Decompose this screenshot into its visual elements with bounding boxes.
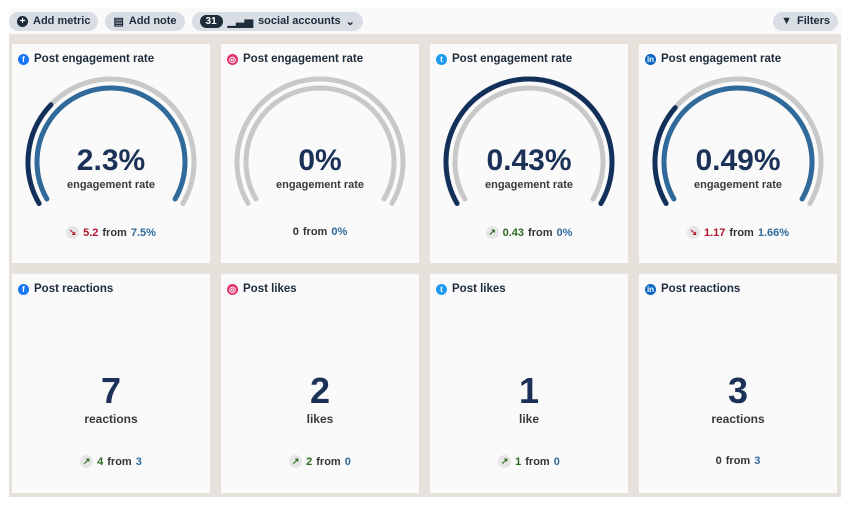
- comparison: ↗ 1 from 0: [430, 455, 628, 468]
- plus-circle-icon: +: [17, 15, 28, 27]
- current-value-arc: [652, 105, 678, 206]
- social-accounts-dropdown[interactable]: 31 ▁▃▅ social accounts ⌄: [191, 11, 363, 31]
- card-title: f Post reactions: [18, 283, 113, 295]
- trend-up-icon: ↗: [485, 226, 499, 239]
- count-card-twitter[interactable]: t Post likes 1 like ↗ 1 from 0: [430, 274, 628, 493]
- linkedin-icon: in: [645, 53, 656, 65]
- metrics-grid: f Post engagement rate 2.3% engagement rate…: [9, 34, 841, 497]
- engagement-gauge: [234, 76, 406, 206]
- linkedin-icon: in: [645, 283, 656, 295]
- engagement-card-instagram[interactable]: ◎ Post engagement rate 0% engagement rate 0 f…: [221, 44, 419, 263]
- inner-track: [452, 85, 606, 202]
- trend-up-icon: ↗: [498, 455, 512, 468]
- metric-label: reactions: [84, 412, 138, 426]
- twitter-icon: t: [436, 53, 447, 65]
- count-card-instagram[interactable]: ◎ Post likes 2 likes ↗ 2 from 0: [221, 274, 419, 493]
- comparison: ↗ 4 from 3: [12, 455, 210, 468]
- card-title: in Post engagement rate: [645, 53, 782, 65]
- add-metric-button[interactable]: + Add metric: [9, 11, 99, 31]
- trend-up-icon: ↗: [80, 455, 94, 468]
- metric-value: 3: [727, 370, 749, 411]
- card-title: ◎ Post engagement rate: [227, 53, 364, 65]
- metric-value: 7: [100, 370, 122, 411]
- metric-label: likes: [306, 412, 334, 426]
- comparison: 0 from 3: [715, 455, 761, 467]
- filters-button[interactable]: ▼ Filters: [773, 11, 838, 31]
- card-title: ◎ Post likes: [227, 283, 297, 295]
- metric-label: engagement rate: [275, 179, 365, 191]
- engagement-card-facebook[interactable]: f Post engagement rate 2.3% engagement rate…: [12, 44, 210, 263]
- metric-value: 0%: [298, 144, 342, 177]
- inner-track: [243, 85, 397, 202]
- trend-up-icon: ↗: [289, 455, 303, 468]
- card-title: in Post reactions: [645, 283, 741, 295]
- instagram-icon: ◎: [227, 53, 238, 65]
- add-note-button[interactable]: ▤ Add note: [105, 11, 185, 31]
- facebook-icon: f: [18, 283, 29, 295]
- filter-icon: ▼: [781, 15, 792, 27]
- instagram-icon: ◎: [227, 283, 238, 295]
- engagement-gauge: [25, 76, 197, 206]
- accounts-count: 31: [199, 14, 223, 28]
- count-card-facebook[interactable]: f Post reactions 7 reactions ↗ 4 from 3: [12, 274, 210, 493]
- comparison: 0 from 0%: [292, 226, 348, 238]
- comparison: ↘ 1.17 from 1.66%: [639, 226, 837, 239]
- current-value-arc: [443, 76, 615, 206]
- card-title: t Post likes: [436, 283, 506, 295]
- current-value-arc: [25, 102, 54, 206]
- metric-label: like: [518, 412, 539, 426]
- bar-chart-icon: ▁▃▅: [227, 15, 254, 28]
- chevron-down-icon: ⌄: [345, 15, 355, 28]
- comparison: ↗ 2 from 0: [221, 455, 419, 468]
- engagement-gauge: [443, 76, 615, 206]
- metric-value: 1: [518, 370, 540, 411]
- twitter-icon: t: [436, 283, 447, 295]
- metric-value: 0.43%: [486, 144, 572, 177]
- trend-down-icon: ↘: [686, 226, 700, 239]
- previous-value-arc: [661, 85, 815, 202]
- engagement-gauge: [652, 76, 824, 206]
- outer-track: [234, 76, 406, 206]
- count-card-linkedin[interactable]: in Post reactions 3 reactions 0 from 3: [639, 274, 837, 493]
- toolbar: + Add metric ▤ Add note 31 ▁▃▅ social accoun…: [9, 8, 841, 34]
- metric-value: 2: [309, 370, 331, 411]
- metric-label: reactions: [711, 412, 765, 426]
- card-title: f Post engagement rate: [18, 53, 154, 65]
- metric-label: engagement rate: [484, 179, 574, 191]
- metric-value: 0.49%: [695, 144, 781, 177]
- metric-label: engagement rate: [693, 179, 783, 191]
- facebook-icon: f: [18, 53, 29, 65]
- previous-value-arc: [34, 85, 188, 202]
- comparison: ↘ 5.2 from 7.5%: [12, 226, 210, 239]
- metric-label: engagement rate: [66, 179, 156, 191]
- trend-down-icon: ↘: [66, 226, 80, 239]
- comparison: ↗ 0.43 from 0%: [430, 226, 628, 239]
- metric-value: 2.3%: [76, 144, 146, 177]
- engagement-card-twitter[interactable]: t Post engagement rate 0.43% engagement rat…: [430, 44, 628, 263]
- engagement-card-linkedin[interactable]: in Post engagement rate 0.49% engagement ra…: [639, 44, 837, 263]
- card-title: t Post engagement rate: [436, 53, 572, 65]
- note-icon: ▤: [113, 15, 124, 28]
